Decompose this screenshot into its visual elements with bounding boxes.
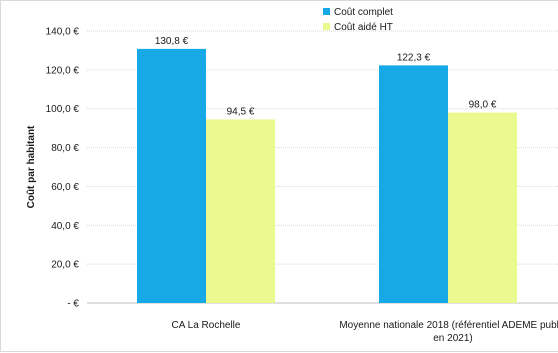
bar-cout-complet bbox=[379, 65, 448, 303]
bars-group: 130,8 € 122,3 € 94,5 € 98,0 € bbox=[137, 36, 517, 304]
y-tick-label: 120,0 € bbox=[46, 65, 80, 76]
data-label: 122,3 € bbox=[397, 52, 431, 63]
bar-cout-aide-ht bbox=[448, 112, 517, 303]
category-label: CA La Rochelle bbox=[172, 320, 241, 331]
bar-cout-complet bbox=[137, 48, 206, 304]
category-labels: CA La Rochelle Moyenne nationale 2018 (ré… bbox=[172, 320, 558, 344]
legend: Coût complet Coût aidé HT bbox=[323, 7, 393, 33]
legend-swatch bbox=[323, 8, 330, 15]
y-tick-label: 100,0 € bbox=[46, 104, 80, 115]
y-tick-label: 80,0 € bbox=[51, 143, 79, 154]
legend-swatch bbox=[323, 23, 330, 30]
y-tick-label: 140,0 € bbox=[46, 27, 80, 38]
y-tick-label: 60,0 € bbox=[51, 182, 79, 193]
legend-item-label: Coût complet bbox=[334, 7, 393, 18]
y-axis-title: Coût par habitant bbox=[26, 125, 37, 208]
y-tick-label: 40,0 € bbox=[51, 221, 79, 232]
y-tick-label: - € bbox=[67, 299, 79, 310]
data-label: 130,8 € bbox=[155, 36, 189, 47]
y-tick-labels: - € 20,0 € 40,0 € 60,0 € 80,0 € 100,0 € 120,0 … bbox=[46, 27, 80, 310]
category-label: en 2021) bbox=[433, 333, 472, 344]
data-label: 98,0 € bbox=[469, 100, 497, 111]
bar-cout-aide-ht bbox=[206, 119, 275, 304]
y-tick-label: 20,0 € bbox=[51, 260, 79, 271]
category-label: Moyenne nationale 2018 (référentiel ADEM… bbox=[339, 320, 558, 331]
data-label: 94,5 € bbox=[227, 106, 255, 117]
legend-item-label: Coût aidé HT bbox=[334, 22, 393, 33]
